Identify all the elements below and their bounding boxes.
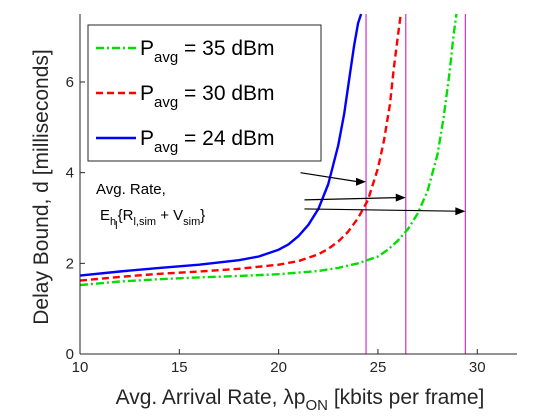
annotation-arrowhead-0 — [356, 177, 367, 186]
legend-entry-35dbm: Pavg = 35 dBm — [140, 37, 275, 66]
annotation-arrows — [300, 172, 466, 216]
x-tick-label-2: 20 — [270, 359, 287, 376]
y-tick-label-1: 2 — [66, 255, 74, 272]
x-tick-label-1: 15 — [171, 359, 188, 376]
x-axis-label: Avg. Arrival Rate, λpON [kbits per frame… — [116, 386, 485, 414]
annotation-line-2: Ehl{Rl,sim + Vsim} — [100, 207, 205, 232]
series-layer — [79, 13, 458, 287]
x-tick-label-0: 10 — [72, 359, 89, 376]
series-line-2 — [79, 13, 363, 277]
axes-frame — [79, 14, 517, 355]
x-tick-label-3: 25 — [370, 359, 387, 376]
series-line-1 — [79, 13, 402, 282]
annotation-arrow-2 — [304, 208, 458, 212]
series-line-0 — [79, 13, 458, 287]
y-axis-ticks: 0 2 4 6 — [66, 74, 85, 363]
legend-entry-30dbm: Pavg = 30 dBm — [140, 82, 275, 111]
vertical-reference-lines — [365, 14, 466, 354]
annotation-arrow-1 — [304, 197, 398, 201]
y-tick-label-3: 6 — [66, 74, 74, 91]
annotation-avg-rate: Avg. Rate, Ehl{Rl,sim + Vsim} — [96, 181, 205, 232]
legend-entry-24dbm: Pavg = 24 dBm — [140, 127, 275, 156]
annotation-arrow-0 — [300, 172, 359, 183]
legend: Pavg = 35 dBm Pavg = 30 dBm Pavg = 24 dB… — [87, 24, 322, 162]
x-axis-ticks: 10 15 20 25 30 — [72, 349, 486, 376]
annotation-arrowhead-1 — [395, 193, 406, 202]
y-tick-label-0: 0 — [66, 346, 74, 363]
annotation-line-1: Avg. Rate, — [96, 181, 166, 198]
annotation-arrowhead-2 — [455, 207, 466, 216]
x-tick-label-4: 30 — [469, 359, 486, 376]
y-tick-label-2: 4 — [66, 165, 74, 182]
y-axis-label: Delay Bound, d [milliseconds] — [30, 49, 53, 324]
